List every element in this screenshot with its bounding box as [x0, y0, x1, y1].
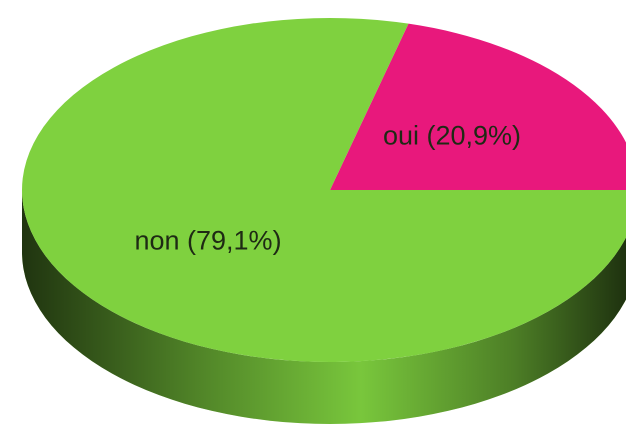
side-shade [22, 190, 626, 424]
slice [330, 23, 626, 190]
slice-label: non (79,1%) [134, 226, 281, 256]
slice-label: oui (20,9%) [383, 121, 521, 151]
slice [22, 18, 626, 362]
